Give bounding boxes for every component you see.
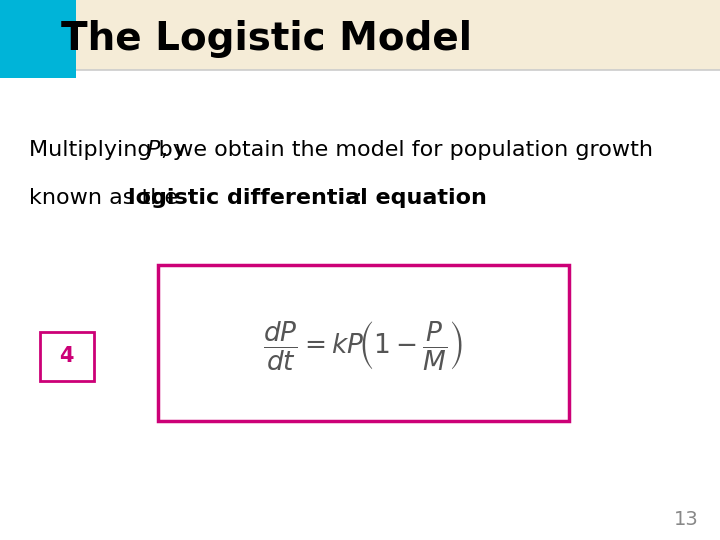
Text: 4: 4 [59, 346, 73, 367]
Text: known as the: known as the [29, 188, 185, 208]
Text: P: P [147, 140, 161, 160]
Bar [40, 332, 94, 381]
Text: $\dfrac{dP}{dt} = kP\!\left(1 - \dfrac{P}{M}\right)$: $\dfrac{dP}{dt} = kP\!\left(1 - \dfrac{P… [264, 319, 464, 372]
Bar [0, 0, 720, 70]
Text: logistic differential equation: logistic differential equation [128, 188, 487, 208]
Bar [0, 0, 76, 78]
Text: Multiplying by: Multiplying by [29, 140, 193, 160]
Text: 13: 13 [674, 510, 698, 529]
Bar [158, 265, 569, 421]
Text: , we obtain the model for population growth: , we obtain the model for population gro… [161, 140, 652, 160]
Text: The Logistic Model: The Logistic Model [61, 20, 472, 58]
Text: :: : [354, 188, 361, 208]
